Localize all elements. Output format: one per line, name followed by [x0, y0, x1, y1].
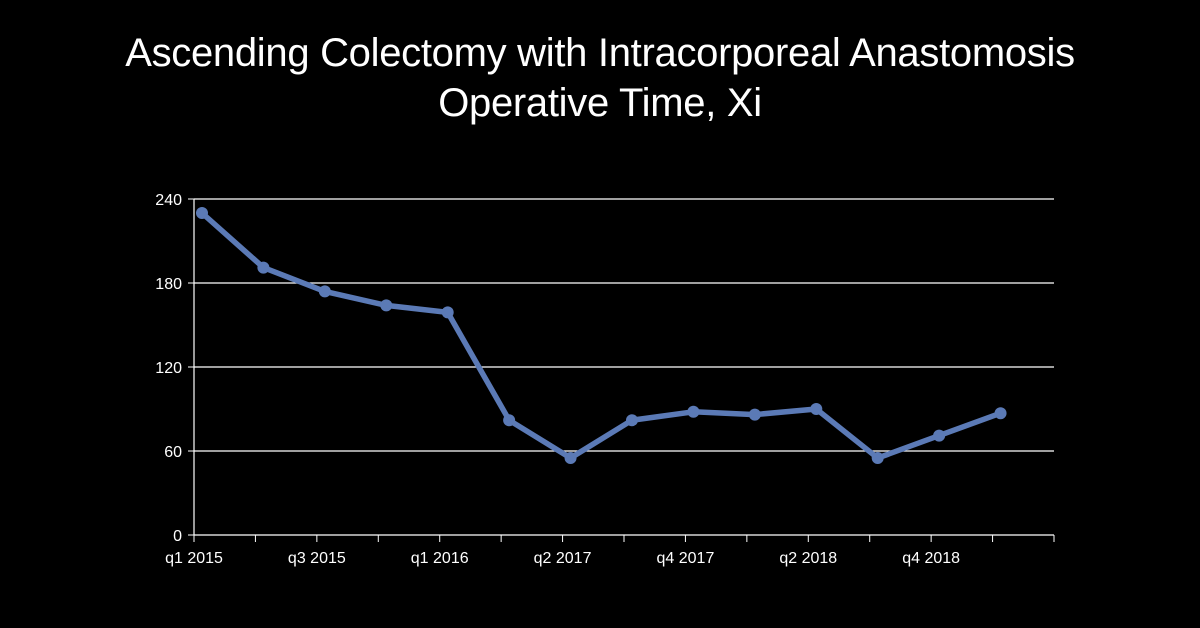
x-tick-label: q1 2015	[165, 550, 223, 567]
gridlines	[194, 198, 1054, 452]
x-tick-label: q4 2018	[902, 550, 960, 567]
y-tick-label: 0	[173, 528, 182, 545]
data-point	[564, 452, 577, 464]
data-point	[871, 452, 884, 464]
data-point	[503, 414, 516, 427]
data-point	[625, 414, 638, 427]
x-tick-label: q1 2016	[411, 550, 469, 567]
y-tick-label: 240	[155, 192, 182, 209]
data-point	[195, 207, 208, 219]
y-tick-label: 180	[155, 276, 182, 293]
data-point	[748, 408, 761, 421]
data-point	[933, 429, 946, 442]
x-tick-label: q2 2018	[779, 550, 837, 567]
y-tick-label: 120	[155, 360, 182, 377]
x-tick-labels: q1 2015 q3 2015 q1 2016 q2 2017 q4 2017 q2 20…	[165, 550, 960, 567]
data-point	[810, 403, 823, 415]
data-point	[380, 299, 393, 312]
axes	[188, 198, 1055, 542]
data-point	[687, 405, 700, 418]
y-tick-label: 60	[164, 444, 182, 461]
y-tick-labels: 0 60 120 180 240	[155, 192, 182, 545]
data-point	[318, 285, 331, 298]
chart-title: Ascending Colectomy with Intracorporeal …	[0, 28, 1200, 128]
series	[195, 207, 1007, 464]
data-point	[257, 261, 270, 274]
data-point	[441, 306, 454, 319]
x-tick-label: q3 2015	[288, 550, 346, 567]
series-line	[199, 210, 1004, 461]
data-point	[994, 407, 1007, 420]
x-tick-label: q2 2017	[534, 550, 592, 567]
x-tick-label: q4 2017	[657, 550, 715, 567]
chart-title-line-1: Ascending Colectomy with Intracorporeal …	[125, 31, 1075, 75]
chart-title-line-2: Operative Time, Xi	[438, 81, 762, 125]
